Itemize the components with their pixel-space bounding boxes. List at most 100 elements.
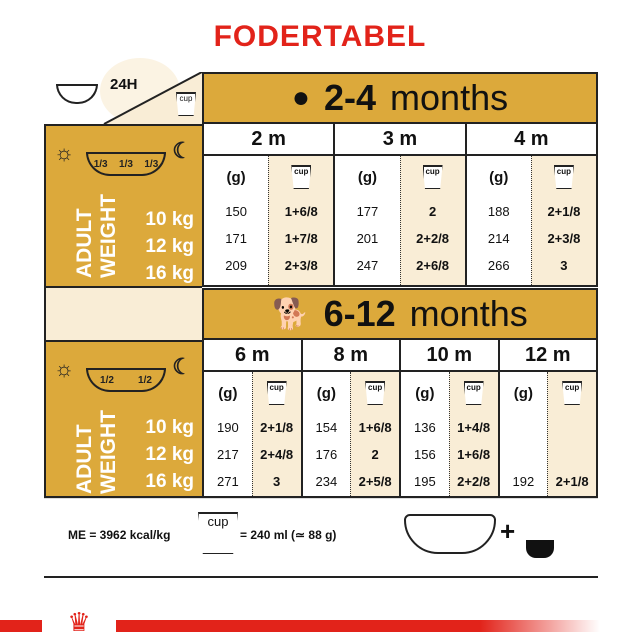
age-unit: months <box>390 77 509 118</box>
month-header: 12 m <box>524 344 571 366</box>
month-header: 10 m <box>401 340 500 370</box>
portion-label: 1/3 <box>144 158 159 170</box>
month-column: (g) 150 171 209 cup 1+6/8 1+7/8 2+3/8 <box>204 156 336 285</box>
portion-label: 1/2 <box>138 374 152 386</box>
grams-header: (g) <box>415 384 435 402</box>
month-header: 2 m <box>204 124 336 154</box>
cups-column: cup 2+1/8 2+3/8 3 <box>530 156 596 285</box>
month-header: 6 m <box>204 340 303 370</box>
cups-header: cup <box>291 156 312 198</box>
month-column: (g) 136 156 195 cup 1+4/8 1+6/8 2+2/8 <box>401 372 500 496</box>
cups-cell: 2+1/8 <box>260 420 294 435</box>
grams-cell: 271 <box>217 474 239 489</box>
grams-column: (g) 177 201 247 <box>335 156 399 285</box>
plus-sign: + <box>500 516 516 546</box>
weight-label: 16 kg <box>145 471 194 492</box>
grams-cell: 217 <box>217 447 239 462</box>
grams-column: (g) 190 217 271 <box>204 372 252 496</box>
cups-cell: 1+6/8 <box>284 204 318 219</box>
portion-bowl-icon: 1/2 1/2 <box>86 368 166 392</box>
food-bowl-icon <box>404 514 496 554</box>
water-tap-icon <box>526 540 554 558</box>
cups-cell: 1+6/8 <box>457 447 491 462</box>
grams-column: (g) 150 171 209 <box>204 156 268 285</box>
puppy-silhouette-icon: ● <box>291 81 311 114</box>
grams-cell: 247 <box>356 258 379 273</box>
cups-cell: 2+5/8 <box>358 474 392 489</box>
grams-header: (g) <box>513 384 533 402</box>
cups-column: cup 2+1/8 <box>547 372 596 496</box>
cups-cell: 1+6/8 <box>358 420 392 435</box>
cup-icon: cup <box>291 165 312 189</box>
cups-cell: 2+1/8 <box>547 204 581 219</box>
grams-column: (g) 192 <box>500 372 548 496</box>
month-header: 8 m <box>303 340 401 370</box>
grams-cell: 214 <box>487 231 510 246</box>
cup-icon: cup <box>422 165 443 189</box>
feeding-data: (g) 190 217 271 cup 2+1/8 2+4/8 3 (g) 154 176 234 cu… <box>202 372 598 498</box>
grams-cell: 154 <box>315 420 338 435</box>
month-column: (g) 192 cup 2+1/8 <box>500 372 596 496</box>
cup-icon: cup <box>553 165 574 189</box>
page-title: FODERTABEL <box>213 20 427 53</box>
grams-column: (g) 154 176 234 <box>303 372 351 496</box>
cup-icon: cup <box>176 92 196 116</box>
month-header: 4 m <box>514 128 549 150</box>
cups-header: cup <box>562 372 583 414</box>
cups-header: cup <box>266 372 287 414</box>
grams-cell: 188 <box>487 204 510 219</box>
grams-cell: 176 <box>315 447 338 462</box>
weight-label-vertical: WEIGHT <box>97 194 120 278</box>
cups-column: cup 2+1/8 2+4/8 3 <box>251 372 301 496</box>
moon-icon: ☾ <box>172 354 192 379</box>
grams-header: (g) <box>489 168 509 186</box>
24h-label: 24H <box>110 76 138 93</box>
cups-column: cup 1+4/8 1+6/8 2+2/8 <box>448 372 498 496</box>
cups-column: cup 1+6/8 1+7/8 2+3/8 <box>268 156 334 285</box>
cups-cell: 2+4/8 <box>260 447 294 462</box>
grams-cell: 201 <box>356 231 379 246</box>
portion-label: 1/2 <box>100 374 114 386</box>
month-column: (g) 154 176 234 cup 1+6/8 2 2+5/8 <box>303 372 401 496</box>
cups-cell: 3 <box>273 474 281 489</box>
energy-label: ME = 3962 kcal/kg <box>68 528 171 542</box>
cups-column: cup 2 2+2/8 2+6/8 <box>399 156 465 285</box>
cups-cell: 2+2/8 <box>457 474 491 489</box>
weight-label: 16 kg <box>145 263 194 284</box>
grams-cell: 190 <box>217 420 239 435</box>
cups-header: cup <box>463 372 484 414</box>
cups-header: cup <box>553 156 574 198</box>
grams-cell: 192 <box>512 474 535 489</box>
cups-cell: 2 <box>371 447 379 462</box>
grams-header: (g) <box>357 168 377 186</box>
age-range-header: ● 2-4 months <box>202 72 598 124</box>
cups-cell: 2+3/8 <box>284 258 318 273</box>
cups-cell: 2+1/8 <box>555 474 589 489</box>
moon-icon: ☾ <box>172 138 192 163</box>
weight-label: 10 kg <box>145 209 194 230</box>
cups-cell: 2+6/8 <box>416 258 450 273</box>
grams-header: (g) <box>226 168 246 186</box>
portion-label: 1/3 <box>119 158 133 170</box>
portion-bowl-icon: 1/3 1/3 1/3 <box>86 152 166 176</box>
royal-canin-crown-logo: ♛ <box>42 604 116 640</box>
brand-band <box>0 620 600 632</box>
weight-label: 10 kg <box>145 417 194 438</box>
cups-cell: 2+3/8 <box>547 231 581 246</box>
weight-label: 12 kg <box>145 236 194 257</box>
cups-column: cup 1+6/8 2 2+5/8 <box>350 372 399 496</box>
grams-column: (g) 136 156 195 <box>401 372 449 496</box>
cup-equivalent: = 240 ml (≃ 88 g) <box>240 528 337 542</box>
adult-label: ADULT <box>73 424 96 494</box>
cups-cell: 1+4/8 <box>457 420 491 435</box>
cups-header: cup <box>422 156 443 198</box>
grams-cell: 171 <box>225 231 247 246</box>
cups-cell: 1+7/8 <box>284 231 318 246</box>
month-column: (g) 177 201 247 cup 2 2+2/8 2+6/8 <box>335 156 467 285</box>
age-range: 2-4 <box>324 77 377 118</box>
age-range-header: 🐕 6-12 months <box>202 288 598 340</box>
dog-silhouette-icon: 🐕 <box>272 297 310 331</box>
cups-header: cup <box>365 372 386 414</box>
